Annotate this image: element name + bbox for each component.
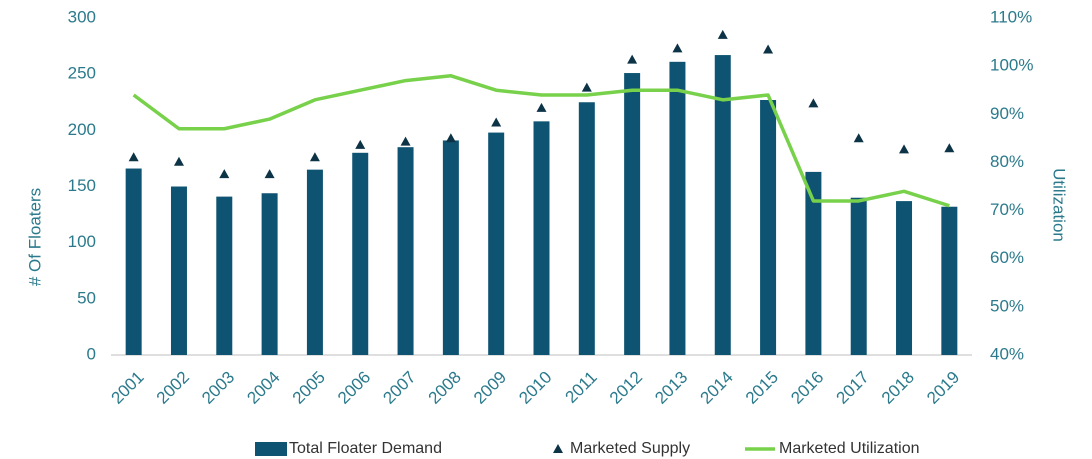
legend-label: Marketed Supply xyxy=(570,440,690,457)
bar xyxy=(125,168,142,355)
supply-marker xyxy=(627,54,638,64)
x-tick-label: 2013 xyxy=(651,368,691,408)
x-tick-label: 2004 xyxy=(243,368,283,408)
bar xyxy=(896,201,913,355)
bar xyxy=(306,169,323,355)
y2-tick-label: 50% xyxy=(990,296,1024,315)
supply-marker xyxy=(309,152,320,162)
bar xyxy=(488,132,505,355)
y2-tick-label: 110% xyxy=(990,7,1032,26)
utilization-line xyxy=(132,74,950,208)
supply-marker xyxy=(264,169,275,179)
supply-marker xyxy=(581,82,592,92)
bar xyxy=(805,171,822,355)
bar xyxy=(442,140,459,355)
bar xyxy=(669,61,686,356)
x-tick-label: 2015 xyxy=(742,368,782,408)
y2-tick-label: 70% xyxy=(990,200,1024,219)
bar xyxy=(261,193,278,355)
y-tick-label: 100 xyxy=(68,232,96,251)
x-tick-label: 2008 xyxy=(425,368,465,408)
bar xyxy=(760,100,777,356)
x-tick-label: 2006 xyxy=(334,368,374,408)
supply-marker xyxy=(944,143,955,153)
y2-tick-label: 60% xyxy=(990,248,1024,267)
bar xyxy=(624,73,641,355)
y2-tick-label: 80% xyxy=(990,152,1024,171)
x-tick-label: 2014 xyxy=(697,368,737,408)
bar xyxy=(216,196,233,355)
y2-axis-title: Utilization xyxy=(1050,168,1069,242)
x-tick-label: 2002 xyxy=(153,368,193,408)
bar xyxy=(850,197,867,355)
legend-swatch xyxy=(553,444,563,453)
legend-label: Marketed Utilization xyxy=(779,440,920,457)
x-tick-label: 2011 xyxy=(562,368,601,407)
bar xyxy=(170,186,187,355)
y-tick-label: 50 xyxy=(77,288,96,307)
supply-marker xyxy=(173,156,184,166)
supply-marker xyxy=(219,169,230,179)
x-tick-label: 2007 xyxy=(379,368,419,408)
supply-marker xyxy=(355,139,366,149)
bar xyxy=(352,152,369,355)
y-axis-title: # Of Floaters xyxy=(25,188,44,286)
x-tick-label: 2018 xyxy=(878,368,918,408)
x-tick-label: 2016 xyxy=(787,368,827,408)
bar xyxy=(397,147,414,355)
supply-marker xyxy=(808,98,819,108)
bar xyxy=(714,55,731,355)
y2-tick-label: 40% xyxy=(990,344,1024,363)
supply-marker xyxy=(853,133,864,143)
x-tick-label: 2019 xyxy=(923,368,963,408)
supply-marker xyxy=(672,43,683,53)
supply-marker xyxy=(445,133,456,143)
supply-marker xyxy=(128,152,139,162)
y-tick-label: 200 xyxy=(68,120,96,139)
y-tick-label: 0 xyxy=(87,344,96,363)
x-tick-label: 2001 xyxy=(107,368,147,408)
x-tick-label: 2003 xyxy=(198,368,238,408)
y-tick-label: 150 xyxy=(68,176,96,195)
y2-tick-label: 90% xyxy=(990,104,1024,123)
y2-tick-label: 100% xyxy=(990,56,1033,75)
supply-marker xyxy=(491,117,502,127)
y-tick-label: 300 xyxy=(68,7,96,26)
x-tick-label: 2009 xyxy=(470,368,510,408)
y-tick-label: 250 xyxy=(68,64,96,83)
supply-marker xyxy=(717,29,728,39)
x-tick-label: 2010 xyxy=(515,368,555,408)
supply-marker xyxy=(400,136,411,146)
bar xyxy=(578,102,595,355)
supply-marker xyxy=(899,144,910,154)
bar xyxy=(533,121,550,355)
legend-swatch xyxy=(255,442,287,456)
bar xyxy=(941,206,958,355)
supply-marker xyxy=(536,102,547,112)
x-tick-label: 2005 xyxy=(289,368,329,408)
legend-label: Total Floater Demand xyxy=(289,440,442,457)
x-tick-label: 2012 xyxy=(606,368,646,408)
supply-marker xyxy=(763,44,774,54)
x-tick-label: 2017 xyxy=(833,368,873,408)
